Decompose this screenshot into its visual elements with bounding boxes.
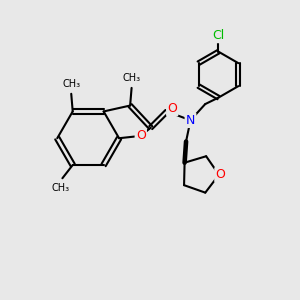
Text: CH₃: CH₃ [122,74,141,83]
Text: O: O [215,168,225,181]
Text: O: O [167,102,177,115]
Text: N: N [186,114,195,127]
Text: CH₃: CH₃ [52,183,70,193]
Text: CH₃: CH₃ [62,80,80,89]
Text: O: O [136,129,146,142]
Text: Cl: Cl [212,29,225,42]
